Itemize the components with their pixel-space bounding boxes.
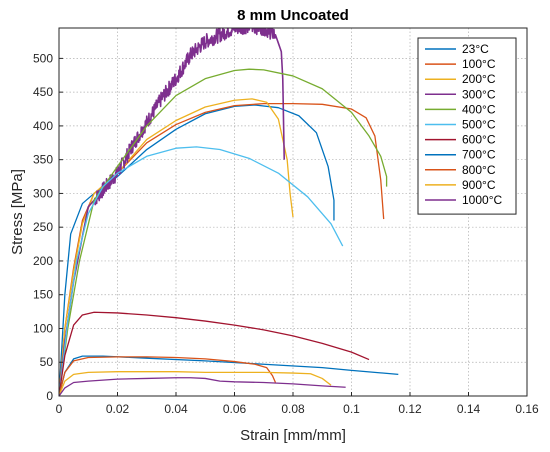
x-tick-label: 0.08: [281, 402, 305, 416]
y-tick-label: 150: [33, 288, 53, 302]
y-tick-label: 300: [33, 186, 53, 200]
legend-entry: 900°C: [462, 178, 496, 192]
legend-entry: 100°C: [462, 57, 496, 71]
x-tick-label: 0.14: [457, 402, 481, 416]
series-line-900C: [59, 371, 332, 396]
series-line-600C: [59, 311, 370, 396]
chart-title: 8 mm Uncoated: [237, 7, 349, 24]
y-tick-label: 0: [46, 389, 53, 403]
y-axis: 0 50 100 150 200 250 300 350 400 450 500: [33, 51, 63, 403]
y-tick-label: 450: [33, 85, 53, 99]
legend-entry: 200°C: [462, 72, 496, 86]
series-line-300C: [59, 28, 286, 396]
y-tick-label: 200: [33, 254, 53, 268]
legend-entry: 700°C: [462, 148, 496, 162]
x-axis: 0 0.02 0.04 0.06 0.08 0.1 0.12 0.14 0.16: [56, 392, 539, 416]
x-tick-label: 0.04: [164, 402, 188, 416]
series-line-500C: [59, 146, 344, 396]
y-tick-label: 50: [40, 355, 54, 369]
legend-entry: 400°C: [462, 102, 496, 116]
series-line-23C: [59, 104, 335, 396]
legend-entry: 600°C: [462, 133, 496, 147]
legend-entry: 800°C: [462, 163, 496, 177]
x-tick-label: 0.06: [223, 402, 247, 416]
x-tick-label: 0: [56, 402, 63, 416]
x-tick-label: 0.12: [398, 402, 422, 416]
series-layer: [59, 28, 399, 396]
series-line-200C: [59, 98, 294, 396]
y-axis-label: Stress [MPa]: [9, 169, 26, 255]
x-axis-label: Strain [mm/mm]: [240, 427, 346, 444]
series-line-800C: [59, 356, 277, 396]
y-tick-label: 250: [33, 220, 53, 234]
y-tick-label: 500: [33, 51, 53, 65]
y-tick-label: 100: [33, 321, 53, 335]
y-tick-label: 400: [33, 119, 53, 133]
legend-entry: 1000°C: [462, 193, 502, 207]
legend-entry: 500°C: [462, 118, 496, 132]
y-tick-label: 350: [33, 153, 53, 167]
x-tick-label: 0.16: [515, 402, 539, 416]
legend-entry: 300°C: [462, 87, 496, 101]
series-line-700C: [59, 355, 399, 396]
x-tick-label: 0.1: [343, 402, 360, 416]
series-line-1000C: [59, 377, 346, 396]
series-line-400C: [59, 68, 388, 396]
legend-entry: 23°C: [462, 42, 489, 56]
x-tick-label: 0.02: [106, 402, 130, 416]
